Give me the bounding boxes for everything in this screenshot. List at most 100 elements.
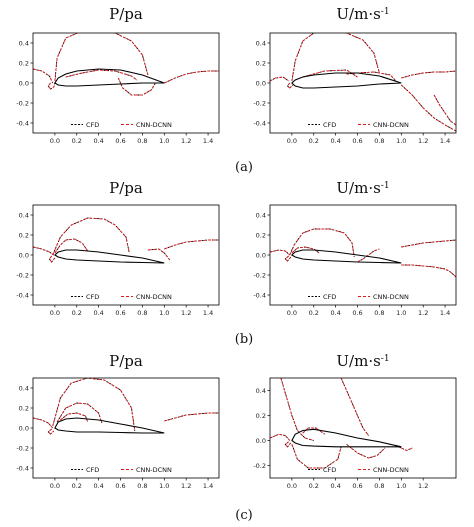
chart-title-exponent: -1 bbox=[381, 7, 390, 17]
airfoil-outline bbox=[54, 68, 165, 87]
cnn-contour-6 bbox=[164, 239, 219, 250]
x-tick-label: 0.2 bbox=[309, 482, 319, 490]
y-tick-label: -0.2 bbox=[16, 99, 29, 107]
chart-title-exponent: -1 bbox=[381, 354, 390, 364]
x-tick-label: 1.4 bbox=[203, 309, 213, 317]
cnn-contour-4 bbox=[291, 444, 342, 469]
x-tick-label: 0.4 bbox=[330, 137, 340, 145]
legend-cfd-label: CFD bbox=[323, 293, 336, 301]
chart-title: P/pa bbox=[109, 5, 143, 23]
cfd-contour-2 bbox=[340, 378, 369, 436]
legend-cfd-label: CFD bbox=[323, 121, 336, 129]
chart-title: P/pa bbox=[109, 179, 143, 197]
legend: CFD CNN-DCNN bbox=[308, 466, 409, 474]
cfd-contour-4 bbox=[33, 417, 54, 429]
y-tick-label: -0.2 bbox=[16, 444, 29, 452]
legend-cfd-label: CFD bbox=[323, 466, 336, 474]
cnn-contour-6 bbox=[47, 82, 56, 90]
chart-title: U/m·s-1 bbox=[336, 5, 389, 23]
legend-cnn-label: CNN-DCNN bbox=[373, 466, 409, 474]
x-tick-label: 1.2 bbox=[181, 309, 191, 317]
cnn-contour-6 bbox=[270, 433, 291, 441]
legend-cfd-label: CFD bbox=[86, 466, 99, 474]
cfd-contour-3 bbox=[60, 412, 89, 423]
chart-panel-3: P/pa 0.0 0.2 0.4 0.6 0.8 1.0 1.2 1.4 -0.4 -0.2 0.0 0… bbox=[16, 179, 220, 317]
x-tick-label: 0.0 bbox=[50, 137, 60, 145]
cfd-contour-5 bbox=[147, 248, 171, 261]
y-tick-label: 0.2 bbox=[19, 231, 29, 239]
x-tick-label: 0.6 bbox=[352, 137, 362, 145]
cnn-contour-1 bbox=[291, 33, 380, 82]
x-tick-label: 1.4 bbox=[203, 137, 213, 145]
x-tick-label: 0.8 bbox=[137, 309, 147, 317]
axes-frame bbox=[269, 204, 457, 306]
x-tick-label: 0.8 bbox=[374, 309, 384, 317]
cfd-contour-4 bbox=[164, 70, 219, 84]
cnn-contour-5 bbox=[33, 68, 54, 84]
cnn-contour-7 bbox=[401, 264, 456, 278]
cnn-contour-8 bbox=[395, 445, 413, 451]
label-c: (c) bbox=[235, 508, 252, 523]
chart-panel-1: P/pa 0.0 0.2 0.4 0.6 0.8 1.0 1.2 1.4 -0.4 -0.2 0.0 0… bbox=[16, 5, 220, 145]
cnn-contour-1 bbox=[52, 217, 130, 256]
cnn-contour-2 bbox=[56, 402, 103, 424]
chart-panel-4: U/m·s-1 0.0 0.2 0.4 0.6 0.8 1.0 1.2 1.4 -0.4 -0.2 0… bbox=[253, 179, 457, 317]
y-tick-label: -0.4 bbox=[16, 464, 29, 472]
plot-area bbox=[33, 378, 219, 435]
x-tick-label: 0.4 bbox=[93, 482, 103, 490]
y-tick-label: 0.2 bbox=[256, 59, 266, 67]
x-tick-label: 0.0 bbox=[287, 309, 297, 317]
x-tick-label: 0.0 bbox=[50, 309, 60, 317]
cnn-contour-8 bbox=[433, 94, 456, 126]
y-tick-label: -0.4 bbox=[16, 119, 29, 127]
cnn-contour-1 bbox=[289, 228, 355, 258]
axes-frame bbox=[32, 204, 220, 306]
cnn-contour-4 bbox=[164, 70, 219, 84]
legend: CFD CNN-DCNN bbox=[71, 121, 172, 129]
x-tick-label: 1.0 bbox=[159, 137, 169, 145]
x-tick-label: 1.0 bbox=[159, 309, 169, 317]
y-tick-label: 0.2 bbox=[19, 59, 29, 67]
cfd-contour-6 bbox=[270, 433, 291, 441]
x-tick-label: 0.2 bbox=[309, 137, 319, 145]
cnn-contour-7 bbox=[400, 84, 456, 132]
airfoil-outline bbox=[53, 249, 165, 264]
y-tick-label: 0.0 bbox=[256, 437, 266, 445]
cnn-contour-5 bbox=[286, 82, 294, 89]
chart-panel-5: P/pa 0.0 0.2 0.4 0.6 0.8 1.0 1.2 1.4 -0.4 -0.2 0.0 0… bbox=[16, 352, 220, 490]
x-tick-label: 0.2 bbox=[72, 482, 82, 490]
plot-area bbox=[270, 378, 413, 469]
plot-area bbox=[270, 33, 456, 132]
cnn-contour-1 bbox=[280, 378, 314, 441]
figure-label-c: (c) bbox=[235, 508, 252, 523]
x-tick-label: 1.2 bbox=[418, 482, 428, 490]
x-tick-label: 0.6 bbox=[352, 309, 362, 317]
y-tick-label: 0.4 bbox=[256, 39, 266, 47]
cnn-contour-2 bbox=[65, 69, 138, 81]
chart-title-exponent: -1 bbox=[381, 181, 390, 191]
airfoil-outline bbox=[291, 428, 402, 448]
cfd-contour-6 bbox=[164, 239, 219, 250]
x-tick-label: 0.6 bbox=[115, 309, 125, 317]
x-tick-label: 1.2 bbox=[418, 309, 428, 317]
x-tick-label: 0.8 bbox=[137, 482, 147, 490]
plot-area bbox=[33, 33, 219, 96]
cnn-contour-3 bbox=[33, 246, 55, 256]
y-tick-label: -0.2 bbox=[253, 271, 266, 279]
chart-title: U/m·s-1 bbox=[336, 179, 389, 197]
cnn-contour-2 bbox=[340, 378, 369, 436]
cnn-contour-5 bbox=[346, 443, 386, 459]
axes-frame bbox=[269, 377, 457, 479]
y-tick-label: 0.4 bbox=[19, 39, 29, 47]
cnn-contour-4 bbox=[48, 255, 56, 263]
cnn-contour-4 bbox=[33, 417, 54, 429]
cnn-contour-4 bbox=[284, 255, 292, 262]
label-a: (a) bbox=[235, 160, 253, 175]
cnn-contour-3 bbox=[117, 77, 156, 96]
cfd-contour-1 bbox=[280, 378, 314, 441]
cfd-contour-3 bbox=[117, 77, 156, 96]
legend: CFD CNN-DCNN bbox=[71, 466, 172, 474]
x-tick-label: 0.2 bbox=[72, 137, 82, 145]
x-tick-label: 0.8 bbox=[137, 137, 147, 145]
